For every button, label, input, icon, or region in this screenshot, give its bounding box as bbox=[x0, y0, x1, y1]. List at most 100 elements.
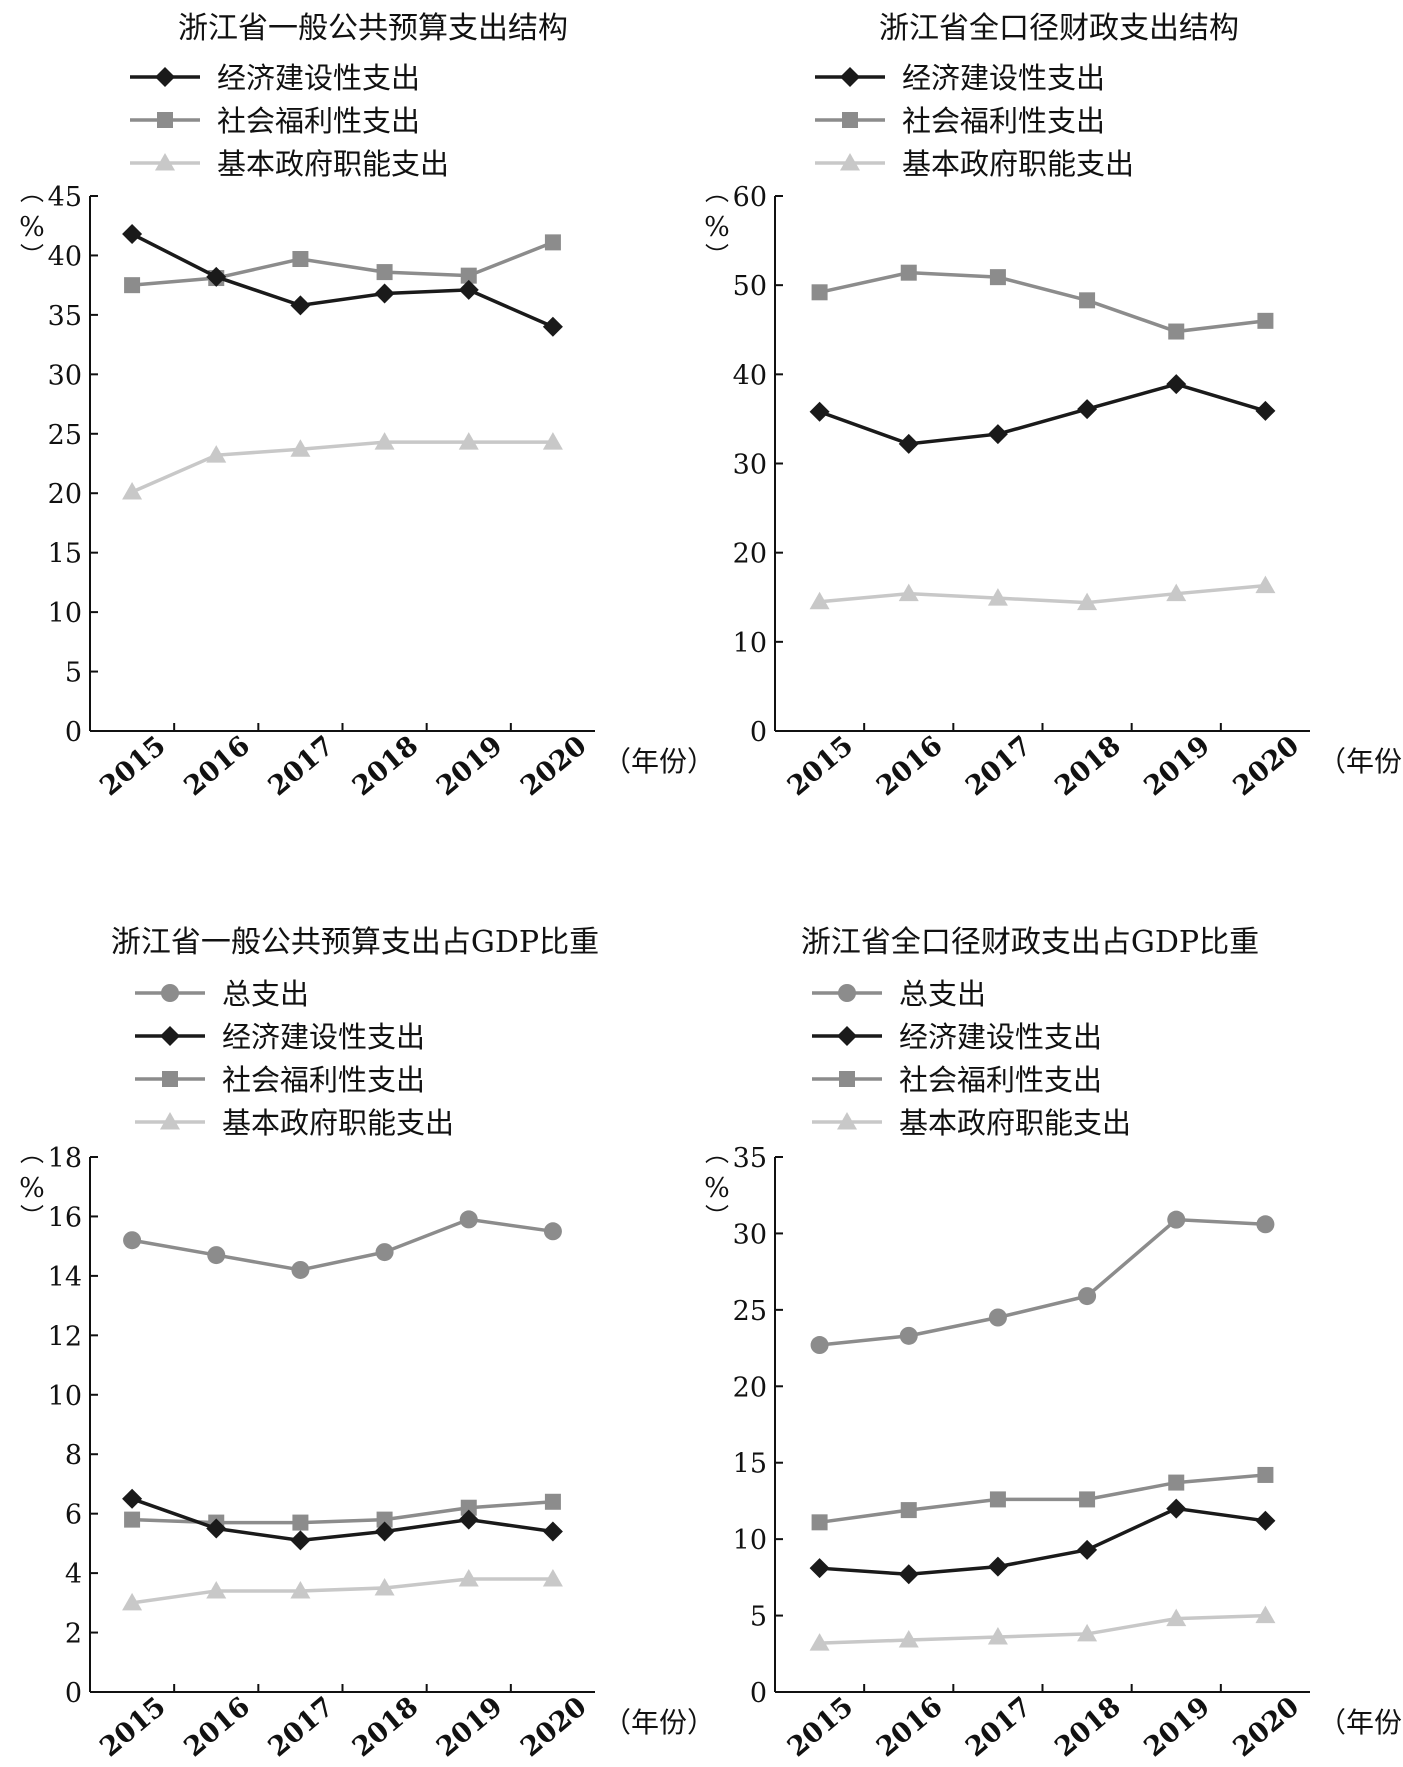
data-point-diamond bbox=[1255, 400, 1276, 421]
x-tick-label: 2015 bbox=[94, 730, 171, 802]
y-tick-label: 20 bbox=[48, 479, 82, 510]
legend-marker-triangle bbox=[837, 1112, 857, 1130]
y-axis-label: % bbox=[704, 212, 730, 243]
data-point-diamond bbox=[290, 1530, 311, 1551]
y-tick-label: 20 bbox=[733, 1372, 767, 1403]
data-point-circle bbox=[988, 1308, 1007, 1327]
data-point-square bbox=[900, 1502, 917, 1519]
legend-marker-diamond bbox=[840, 67, 860, 87]
data-point-circle bbox=[207, 1246, 226, 1265]
legend-label: 总支出 bbox=[222, 977, 309, 1011]
legend-marker-triangle bbox=[160, 1112, 180, 1130]
data-point-circle bbox=[459, 1210, 478, 1229]
data-point-triangle bbox=[809, 1633, 830, 1651]
data-point-square bbox=[1257, 312, 1274, 329]
data-point-square bbox=[292, 1514, 309, 1531]
legend-label: 基本政府职能支出 bbox=[217, 147, 449, 181]
legend-label: 基本政府职能支出 bbox=[222, 1106, 454, 1140]
data-point-triangle bbox=[898, 1630, 919, 1648]
legend-label: 经济建设性支出 bbox=[217, 61, 420, 95]
data-point-diamond bbox=[1166, 1498, 1187, 1519]
y-tick-label: 5 bbox=[65, 658, 82, 689]
x-tick-label: 2019 bbox=[1138, 730, 1215, 802]
legend-label: 经济建设性支出 bbox=[899, 1020, 1102, 1054]
legend-marker-diamond bbox=[155, 67, 175, 87]
y-tick-label: 15 bbox=[48, 539, 82, 570]
y-label-bracket-open: ︵ bbox=[705, 1139, 729, 1167]
y-tick-label: 30 bbox=[733, 1219, 767, 1250]
y-tick-label: 12 bbox=[48, 1321, 82, 1352]
data-point-square bbox=[1168, 1474, 1185, 1491]
data-point-triangle bbox=[122, 1592, 143, 1611]
data-point-circle bbox=[123, 1231, 142, 1250]
x-tick-label: 2016 bbox=[871, 730, 948, 802]
y-label-bracket-open: ︵ bbox=[705, 178, 729, 206]
series-line bbox=[131, 232, 554, 329]
data-point-circle bbox=[1078, 1287, 1097, 1306]
series-line bbox=[819, 1473, 1266, 1525]
legend-marker-diamond bbox=[837, 1026, 857, 1046]
data-point-triangle bbox=[290, 439, 311, 457]
y-label-bracket-open: ︵ bbox=[20, 1139, 44, 1167]
legend-label: 社会福利性支出 bbox=[217, 104, 420, 138]
data-point-diamond bbox=[542, 1521, 563, 1542]
series-line bbox=[131, 240, 554, 287]
legend-marker-triangle bbox=[840, 153, 860, 171]
x-tick-label: 2019 bbox=[431, 730, 508, 802]
x-axis-label: （年份） bbox=[603, 1706, 715, 1739]
series-line bbox=[819, 1613, 1266, 1645]
data-point-triangle bbox=[1255, 1605, 1276, 1624]
data-point-diamond bbox=[206, 266, 227, 287]
data-point-square bbox=[1168, 323, 1185, 340]
y-tick-label: 2 bbox=[65, 1619, 82, 1650]
chart-panel-4: 浙江省全口径财政支出占GDP比重总支出经济建设性支出社会福利性支出基本政府职能支… bbox=[704, 925, 1403, 1763]
y-tick-label: 5 bbox=[750, 1602, 767, 1633]
data-point-square bbox=[1079, 1491, 1096, 1508]
y-tick-label: 30 bbox=[733, 450, 767, 481]
data-point-circle bbox=[291, 1260, 310, 1279]
series-line bbox=[819, 1217, 1266, 1347]
x-tick-label: 2015 bbox=[94, 1691, 171, 1763]
data-point-triangle bbox=[374, 1577, 395, 1596]
y-tick-label: 4 bbox=[65, 1559, 82, 1590]
y-label-bracket-close: ︶ bbox=[20, 1203, 44, 1231]
legend-marker-circle bbox=[161, 984, 179, 1002]
y-tick-label: 6 bbox=[65, 1500, 82, 1531]
y-tick-label: 25 bbox=[48, 420, 82, 451]
data-point-diamond bbox=[122, 1488, 143, 1509]
legend-label: 经济建设性支出 bbox=[222, 1020, 425, 1054]
y-axis-label: % bbox=[19, 212, 45, 243]
x-tick-label: 2019 bbox=[431, 1691, 508, 1763]
y-tick-label: 30 bbox=[48, 360, 82, 391]
x-tick-label: 2020 bbox=[1228, 730, 1305, 802]
data-point-diamond bbox=[374, 283, 395, 304]
series-line bbox=[131, 1497, 554, 1543]
legend-marker-diamond bbox=[160, 1026, 180, 1046]
legend-marker-triangle bbox=[155, 153, 175, 171]
data-point-triangle bbox=[898, 583, 919, 602]
y-tick-label: 25 bbox=[733, 1296, 767, 1327]
data-point-triangle bbox=[1166, 1608, 1187, 1627]
data-point-circle bbox=[1167, 1210, 1186, 1229]
y-tick-label: 10 bbox=[48, 598, 82, 629]
x-tick-label: 2017 bbox=[960, 1691, 1037, 1763]
legend-marker-square bbox=[842, 112, 858, 128]
series-line bbox=[131, 1217, 554, 1272]
legend-marker-square bbox=[162, 1071, 178, 1087]
x-tick-label: 2019 bbox=[1138, 1691, 1215, 1763]
data-point-square bbox=[124, 1511, 141, 1528]
data-point-triangle bbox=[1077, 592, 1098, 611]
legend-label: 基本政府职能支出 bbox=[899, 1106, 1131, 1140]
data-point-square bbox=[811, 284, 828, 301]
series-line bbox=[819, 583, 1266, 605]
data-point-triangle bbox=[122, 482, 143, 500]
series-line bbox=[819, 270, 1266, 334]
x-axis-label: （年份） bbox=[603, 745, 715, 778]
x-tick-label: 2017 bbox=[263, 730, 340, 802]
data-point-triangle bbox=[458, 1569, 479, 1587]
y-tick-label: 8 bbox=[65, 1440, 82, 1471]
data-point-diamond bbox=[1077, 1539, 1098, 1560]
data-point-triangle bbox=[987, 588, 1008, 606]
y-label-bracket-close: ︶ bbox=[20, 242, 44, 270]
y-tick-label: 35 bbox=[733, 1143, 767, 1174]
